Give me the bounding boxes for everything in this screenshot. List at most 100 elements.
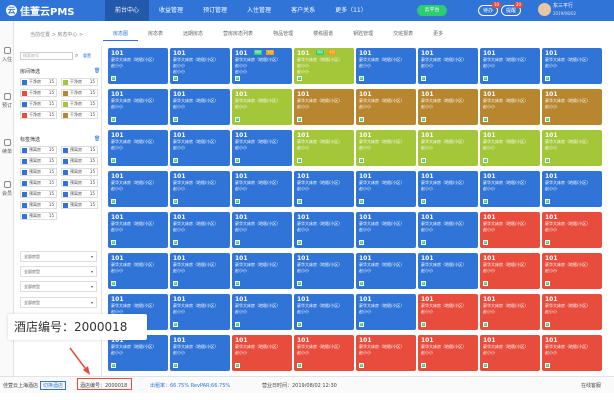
notice-button[interactable]: 提醒 xyxy=(501,5,521,16)
room-status-chip[interactable]: 干净房 15 xyxy=(20,78,57,86)
tag-chip[interactable]: 预离房 15 xyxy=(20,157,57,165)
room-status-chip[interactable]: 干净房 15 xyxy=(61,111,98,119)
tab-room-map[interactable]: 房态图 xyxy=(103,27,139,41)
room-card[interactable]: 101 豪华大床房（地毯/小区） 赵小小 赵小小 预抵 今日 K xyxy=(232,48,292,84)
rail-checkin[interactable]: 入住 xyxy=(0,47,14,63)
room-status-chip[interactable]: 干净房 15 xyxy=(61,100,98,108)
tag-chip[interactable]: 预离房 15 xyxy=(61,190,98,198)
user-info[interactable]: 东三平行 2019/08/02 xyxy=(553,3,576,17)
rail-extend[interactable]: 续单 xyxy=(0,139,14,155)
room-type-select[interactable]: 全部房型 ▾ xyxy=(20,297,97,308)
avatar[interactable] xyxy=(538,3,551,16)
tag-chip[interactable]: 预离房 15 xyxy=(61,146,98,154)
pending-button[interactable]: 待办 xyxy=(478,5,498,16)
nav-reservations[interactable]: 预订管理 xyxy=(203,7,228,14)
tag-chip[interactable]: 预离房 15 xyxy=(61,179,98,187)
tab-more[interactable]: 更多 xyxy=(433,31,444,37)
reset-link[interactable]: 重置 xyxy=(83,53,91,58)
tag-chip[interactable]: 预离房 15 xyxy=(20,168,57,176)
room-card[interactable]: 101 豪华大床房（地毯/小区） 赵小小 赵小小 K xyxy=(170,48,230,84)
room-status-chip[interactable]: 干净房 15 xyxy=(61,89,98,97)
tab-shift[interactable]: 交班报表 xyxy=(393,31,414,37)
tab-building[interactable]: 楼栋图谱 xyxy=(313,31,334,37)
nav-more[interactable]: 更多（11） xyxy=(335,7,367,14)
room-status-chip[interactable]: 干净房 15 xyxy=(20,111,57,119)
tag-chip[interactable]: 预离房 15 xyxy=(61,201,98,209)
tab-future[interactable]: 远期房态 xyxy=(183,31,204,37)
room-type-select[interactable]: 全部房型 ▾ xyxy=(20,251,97,262)
tag-chip[interactable]: 预离房 15 xyxy=(20,201,57,209)
room-type-select[interactable]: 全部房型 ▾ xyxy=(20,281,97,292)
tab-items[interactable]: 物品管理 xyxy=(273,31,294,37)
tag-chip[interactable]: 预离房 15 xyxy=(61,157,98,165)
switch-hotel-button[interactable]: 切换酒店 xyxy=(40,381,67,390)
room-type-select[interactable]: 全部房型 ▾ xyxy=(20,266,97,277)
nav-crm[interactable]: 客户关系 xyxy=(291,7,316,14)
room-status-chip[interactable]: 干净房 15 xyxy=(61,78,98,86)
tag-chip[interactable]: 预离房 15 xyxy=(61,168,98,176)
tab-room-table[interactable]: 房态表 xyxy=(148,31,164,37)
search-icon[interactable]: ⌕ xyxy=(75,52,79,59)
nav-front-desk[interactable]: 前台中心 xyxy=(105,0,150,21)
room-status-chip[interactable]: 干净房 15 xyxy=(20,100,57,108)
room-status-chip[interactable]: 干净房 15 xyxy=(20,89,57,97)
tag-chip[interactable]: 预离房 15 xyxy=(20,179,57,187)
rail-reserve[interactable]: 预订 xyxy=(0,93,14,109)
cloud-platform-button[interactable]: 云平台 xyxy=(417,5,447,16)
trash-icon[interactable]: 🗑 xyxy=(94,136,101,142)
